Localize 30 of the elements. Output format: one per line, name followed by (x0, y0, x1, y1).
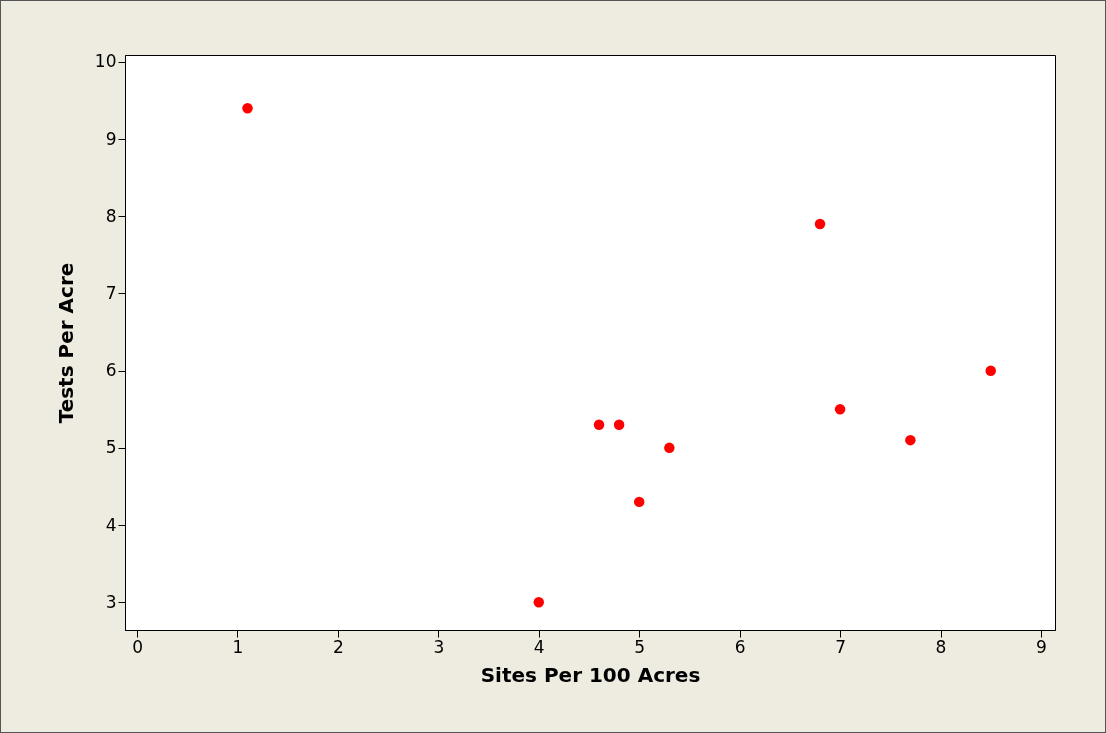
y-tick-label: 4 (105, 514, 117, 535)
x-tick-label: 4 (533, 636, 545, 657)
y-tick-label: 8 (105, 205, 117, 226)
y-tick-label: 7 (105, 282, 117, 303)
x-tick-label: 3 (433, 636, 445, 657)
x-tick-label: 5 (634, 636, 646, 657)
y-tick-label: 10 (94, 51, 117, 72)
x-tick-label: 1 (232, 636, 244, 657)
y-tick-label: 9 (105, 128, 117, 149)
y-tick-label: 6 (105, 360, 117, 381)
y-tick-label: 5 (105, 437, 117, 458)
point (834, 404, 846, 415)
point (905, 434, 916, 446)
point (633, 496, 645, 508)
y-tick-label: 3 (105, 591, 117, 612)
x-tick-label: 8 (935, 636, 947, 657)
x-tick-label: 0 (132, 636, 143, 657)
point (242, 103, 253, 114)
point (593, 419, 605, 430)
point (814, 218, 826, 230)
point (985, 365, 996, 376)
x-tick-label: 7 (835, 636, 846, 657)
point (533, 596, 545, 608)
x-tick-label: 6 (734, 636, 746, 657)
point (664, 442, 675, 454)
x-axis-title: Sites Per 100 Acres (480, 662, 701, 687)
y-axis-title: Tests Per Acre (53, 262, 78, 424)
x-tick-label: 2 (333, 636, 344, 657)
x-tick-label: 9 (1036, 636, 1047, 657)
point (613, 419, 625, 430)
